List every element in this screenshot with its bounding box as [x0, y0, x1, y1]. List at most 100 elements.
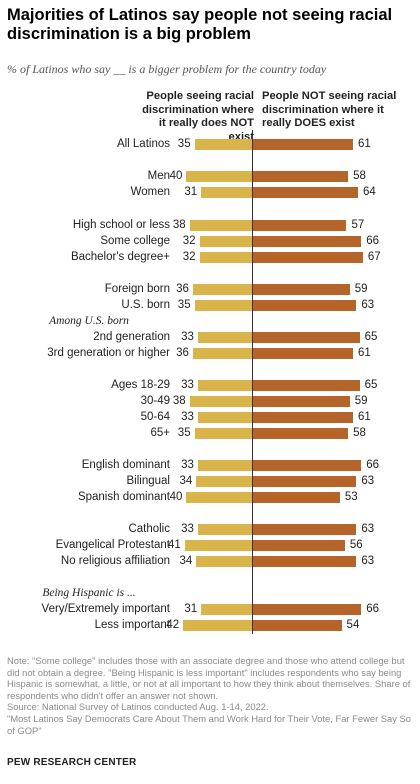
value-right-ages-65-plus: 58 [353, 427, 366, 439]
bar-right-hs-or-less [253, 219, 347, 231]
row-label-very-important: Very/Extremely important [41, 603, 170, 615]
bar-left-men [186, 170, 252, 182]
bar-right-less-important [253, 619, 342, 631]
value-left-ages-65-plus: 35 [177, 427, 191, 439]
bar-left-english-dominant [197, 459, 252, 471]
bar-right-evangelical [253, 539, 345, 551]
value-right-bachelors: 67 [367, 251, 381, 263]
value-right-2nd-gen: 65 [364, 331, 378, 343]
value-left-spanish-dominant: 40 [169, 491, 183, 503]
bar-right-women [253, 186, 358, 198]
value-left-no-religion: 34 [179, 555, 193, 567]
bar-right-3rd-gen [253, 347, 354, 359]
note-text: Note: "Some college" includes those with… [7, 655, 411, 701]
row-label-catholic: Catholic [128, 523, 170, 535]
value-right-men: 58 [353, 170, 366, 182]
row-label-no-religion: No religious affiliation [60, 555, 170, 567]
bar-left-women [201, 186, 252, 198]
bar-left-foreign-born [192, 283, 252, 295]
value-right-catholic: 63 [361, 523, 375, 535]
value-left-hs-or-less: 38 [172, 219, 186, 231]
column-header-left: People seeing racial discrimination wher… [142, 90, 254, 143]
value-right-ages-18-29: 65 [364, 379, 378, 391]
bar-left-evangelical [184, 539, 252, 551]
value-left-us-born: 35 [177, 299, 191, 311]
row-label-hs-or-less: High school or less [72, 219, 170, 231]
bar-left-2nd-gen [197, 331, 252, 343]
row-label-us-born: U.S. born [121, 299, 170, 311]
value-right-evangelical: 56 [349, 539, 363, 551]
bar-left-spanish-dominant [186, 491, 252, 503]
value-left-ages-50-64: 33 [181, 411, 194, 423]
bar-right-spanish-dominant [253, 491, 340, 503]
bar-left-bilingual [196, 475, 252, 487]
value-right-bilingual: 63 [361, 475, 375, 487]
bar-right-2nd-gen [253, 331, 360, 343]
bar-right-catholic [253, 523, 357, 535]
bar-left-very-important [201, 603, 252, 615]
chart-title: Majorities of Latinos say people not see… [7, 6, 393, 43]
row-label-ages-65-plus: 65+ [150, 427, 170, 439]
value-right-3rd-gen: 61 [358, 347, 371, 359]
chart-notes: Note: "Some college" includes those with… [7, 655, 415, 736]
value-left-foreign-born: 36 [176, 283, 189, 295]
row-label-bachelors: Bachelor's degree+ [70, 251, 170, 263]
brand-logo-text: PEW RESEARCH CENTER [7, 757, 137, 768]
bar-left-ages-18-29 [197, 379, 252, 391]
value-left-2nd-gen: 33 [181, 331, 194, 343]
report-title: "Most Latinos Say Democrats Care About T… [7, 712, 412, 736]
bar-left-less-important [183, 619, 252, 631]
row-label-evangelical: Evangelical Protestant [55, 539, 170, 551]
chart-subtitle: % of Latinos who say __ is a bigger prob… [7, 62, 327, 76]
row-label-women: Women [130, 186, 170, 198]
row-label-being-hispanic: Being Hispanic is ... [42, 587, 136, 599]
row-label-some-college: Some college [100, 235, 170, 247]
value-left-catholic: 33 [181, 523, 194, 535]
row-label-men: Men [147, 170, 170, 182]
value-right-some-college: 66 [366, 235, 380, 247]
bar-left-some-college [199, 235, 252, 247]
source-text: Source: National Survey of Latinos condu… [7, 701, 269, 713]
bar-left-no-religion [196, 555, 252, 567]
bar-right-no-religion [253, 555, 357, 567]
row-label-english-dominant: English dominant [81, 459, 170, 471]
row-label-ages-30-49: 30-49 [140, 395, 170, 407]
value-left-ages-30-49: 38 [172, 395, 186, 407]
value-left-ages-18-29: 33 [181, 379, 194, 391]
value-right-women: 64 [362, 186, 376, 198]
bar-right-some-college [253, 235, 362, 247]
bar-left-ages-30-49 [189, 395, 252, 407]
value-right-no-religion: 63 [361, 555, 375, 567]
bar-right-english-dominant [253, 459, 362, 471]
value-left-bilingual: 34 [179, 475, 193, 487]
bar-right-very-important [253, 603, 362, 615]
value-left-evangelical: 41 [167, 539, 181, 551]
value-right-spanish-dominant: 53 [344, 491, 358, 503]
value-right-english-dominant: 66 [366, 459, 380, 471]
row-label-bilingual: Bilingual [126, 475, 170, 487]
bar-right-ages-50-64 [253, 411, 354, 423]
bar-left-ages-50-64 [197, 411, 252, 423]
row-label-spanish-dominant: Spanish dominant [77, 491, 170, 503]
value-left-women: 31 [184, 186, 198, 198]
value-right-all-latinos: 61 [358, 138, 371, 150]
column-header-right: People NOT seeing racial discrimination … [262, 90, 397, 129]
value-left-some-college: 32 [182, 235, 196, 247]
bar-right-us-born [253, 299, 357, 311]
value-right-ages-30-49: 59 [354, 395, 368, 407]
bar-right-bachelors [253, 251, 363, 263]
row-label-ages-50-64: 50-64 [140, 411, 170, 423]
bar-right-foreign-born [253, 283, 350, 295]
row-label-all-latinos: All Latinos [116, 138, 170, 150]
value-left-very-important: 31 [184, 603, 198, 615]
value-right-less-important: 54 [346, 619, 360, 631]
row-label-less-important: Less important [94, 619, 170, 631]
bar-left-all-latinos [194, 138, 252, 150]
value-right-us-born: 63 [361, 299, 375, 311]
value-left-english-dominant: 33 [181, 459, 194, 471]
value-left-men: 40 [169, 170, 183, 182]
value-left-all-latinos: 35 [177, 138, 191, 150]
bar-right-bilingual [253, 475, 357, 487]
bar-left-catholic [197, 523, 252, 535]
value-right-foreign-born: 59 [354, 283, 368, 295]
